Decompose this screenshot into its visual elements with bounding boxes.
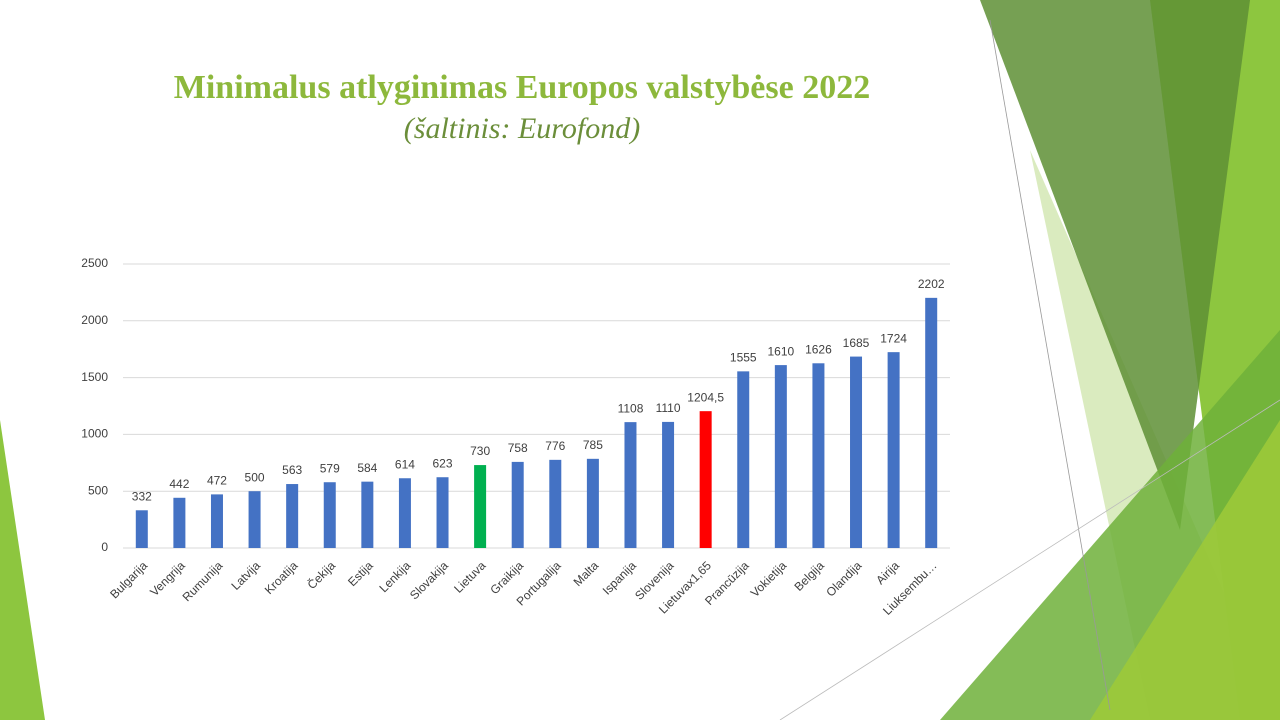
bar — [210, 494, 223, 548]
x-tick-label: Estija — [345, 558, 376, 589]
x-tick-label: Latvija — [229, 558, 264, 593]
bar — [925, 297, 938, 548]
value-label: 1555 — [730, 351, 757, 365]
decor-line — [989, 19, 1111, 711]
bar — [887, 352, 900, 548]
bar — [248, 491, 261, 548]
x-tick-label: Lietuva — [451, 558, 488, 595]
bar — [812, 363, 825, 548]
value-label: 614 — [395, 457, 415, 471]
y-tick-label: 1500 — [81, 370, 108, 384]
y-tick-label: 2500 — [81, 256, 108, 270]
bar — [549, 459, 562, 548]
value-label: 442 — [169, 477, 189, 491]
bar — [511, 461, 524, 548]
bar — [135, 510, 148, 548]
bar — [737, 371, 750, 548]
value-label: 785 — [583, 438, 603, 452]
x-tick-label: Bulgarija — [107, 558, 150, 601]
x-tick-label: Lenkija — [377, 558, 414, 595]
y-tick-label: 0 — [101, 540, 108, 554]
value-label: 579 — [320, 461, 340, 475]
x-tick-label: Vokietija — [748, 558, 790, 600]
bar — [361, 481, 374, 548]
bar — [173, 497, 186, 548]
bar — [699, 411, 712, 548]
value-label: 332 — [132, 489, 152, 503]
decor-triangle — [0, 420, 45, 720]
decor-triangle — [1090, 420, 1280, 720]
value-label: 500 — [245, 470, 265, 484]
bar — [850, 356, 863, 548]
value-label: 1685 — [843, 336, 870, 350]
value-label: 1626 — [805, 342, 832, 356]
bar — [436, 477, 449, 548]
value-label: 563 — [282, 463, 302, 477]
chart-title: Minimalus atlyginimas Europos valstybėse… — [174, 69, 870, 106]
x-tick-label: Kroatija — [262, 558, 301, 597]
value-label: 584 — [357, 461, 377, 475]
x-tick-label: Rumunija — [180, 558, 226, 604]
bar — [624, 422, 637, 548]
y-tick-label: 1000 — [81, 427, 108, 441]
decor-line — [779, 399, 1280, 720]
value-label: 1724 — [880, 331, 907, 345]
bar — [323, 482, 336, 548]
bar — [774, 365, 787, 548]
x-tick-label: Malta — [571, 558, 602, 589]
value-label: 1108 — [618, 401, 644, 415]
y-tick-label: 2000 — [81, 313, 108, 327]
x-tick-label: Olandija — [823, 558, 864, 599]
value-label: 776 — [545, 439, 565, 453]
value-label: 2202 — [918, 277, 945, 291]
value-label: 758 — [508, 441, 528, 455]
x-tick-label: Slovakija — [407, 558, 451, 602]
value-label: 472 — [207, 474, 227, 488]
value-label: 623 — [433, 456, 453, 470]
chart-subtitle: (šaltinis: Eurofond) — [404, 112, 640, 145]
x-tick-label: Belgija — [791, 558, 827, 594]
value-label: 1610 — [767, 344, 794, 358]
bar — [662, 421, 675, 548]
value-label: 1110 — [656, 401, 681, 415]
y-tick-label: 500 — [88, 483, 108, 497]
decor-triangle — [980, 0, 1250, 530]
x-tick-label: Airija — [873, 558, 902, 587]
x-tick-label: Čekija — [304, 558, 338, 592]
bar — [398, 478, 411, 548]
value-label: 730 — [470, 444, 490, 458]
bar — [474, 465, 487, 548]
bar — [286, 484, 299, 548]
bar — [586, 458, 599, 548]
value-label: 1204,5 — [687, 390, 724, 404]
